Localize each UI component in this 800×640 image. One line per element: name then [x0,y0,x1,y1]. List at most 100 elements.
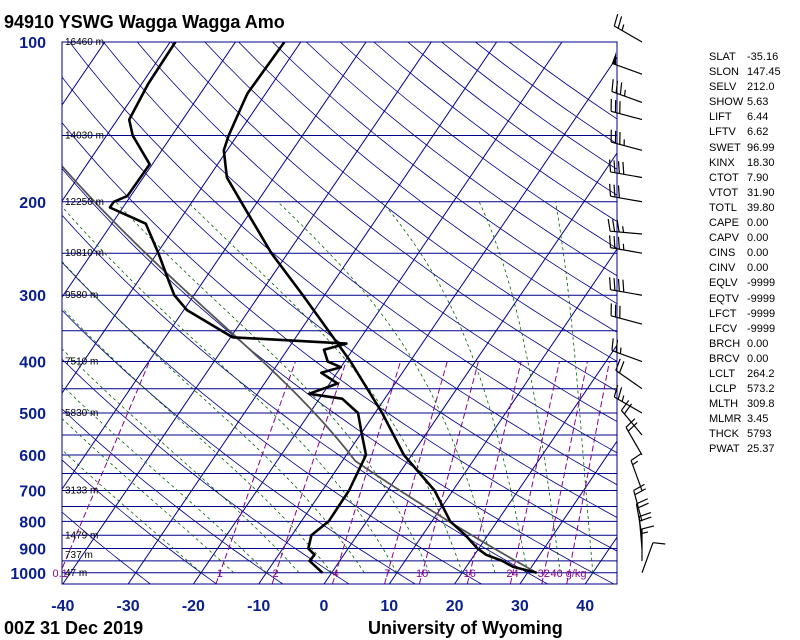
wind-barb-full [616,219,620,233]
wind-barb-full [615,80,619,94]
index-key: TOTL [709,201,737,214]
pressure-label: 400 [19,355,46,372]
wind-barb-half [621,395,625,402]
index-key: SHOW [709,96,744,109]
moist-adiabat [62,206,398,573]
index-value: 0.00 [747,247,769,260]
index-row: LIFT 6.44 [709,110,781,125]
height-label: 12250 m [65,197,104,208]
wind-barb-full [609,235,612,248]
mixing-ratio-label: 40 g/kg [550,568,586,580]
height-label: 7510 m [65,357,98,368]
wind-barb [641,525,655,561]
index-key: SLON [709,66,739,79]
pressure-label: 1000 [10,566,46,583]
moist-adiabat [115,201,430,573]
wind-barb [610,129,643,151]
index-key: LFTV [709,126,736,139]
index-key: LCLT [709,367,736,380]
wind-barb-shaft [611,62,643,75]
index-row: SLON 147.45 [709,65,781,80]
index-row: SHOW 5.63 [709,95,781,110]
index-row: LCLT 264.2 [709,367,781,382]
temperature-label: 40 [576,598,594,615]
moist-adiabat [62,449,202,574]
temperature-label: -20 [182,598,205,615]
isotherm-line [388,248,617,584]
wind-barb-shaft [610,247,643,254]
wind-barb [609,159,643,179]
index-row: MLMR 3.45 [709,412,781,427]
wind-barb-full [619,82,623,95]
index-key: KINX [709,156,735,169]
index-row: LFCV -9999 [709,322,781,337]
wind-barb [620,400,643,436]
wind-barb [613,13,643,43]
footer-source: University of Wyoming [368,618,563,638]
wind-barb-full [613,160,616,173]
wind-barb-full [617,278,620,292]
height-label: 9580 m [65,290,98,301]
wind-barb-pennant [611,51,617,65]
wind-barb-shaft [610,195,643,203]
index-value: 0.00 [747,217,769,230]
moist-adiabat [62,348,300,574]
wind-barbs [607,13,666,573]
index-value: 3.45 [747,413,769,426]
wind-barb-full [613,184,616,198]
index-row: CAPE 0.00 [709,216,781,231]
wind-barb-full [611,79,614,92]
isotherm-line [62,42,171,202]
wind-barb [609,235,643,254]
index-key: MLMR [709,413,742,426]
index-key: BRCV [709,352,740,365]
index-row: KINX 18.30 [709,156,781,171]
height-label: 737 m [65,550,93,561]
index-key: SWET [709,141,741,154]
dry-adiabat [62,168,615,584]
wind-barb [615,358,643,390]
index-value: 5793 [747,428,772,441]
mixing-ratio-label: 24 [506,568,518,580]
index-row: CINV 0.00 [709,261,781,276]
wind-barb-half [624,89,626,97]
index-value: 18.30 [747,156,775,169]
wind-barb-shaft [613,25,643,43]
index-value: -9999 [747,322,776,335]
dry-adiabat [62,309,416,584]
index-row: PWAT 25.37 [709,442,781,457]
wind-barb-full [607,218,611,232]
wind-barb-half [622,226,625,233]
wind-barb [630,453,643,491]
index-value: 96.99 [747,141,775,154]
wind-barb-full [641,525,655,530]
mixing-ratio-label: 2 [273,568,279,580]
index-row: CINS 0.00 [709,246,781,261]
wind-barb-shaft [610,110,643,121]
mixing-ratio-line [384,361,448,584]
index-value: 0.00 [747,352,769,365]
wind-barb-full [611,338,614,351]
mixing-ratio-label: 1 [217,568,223,580]
isotherm-line [62,42,106,106]
index-row: MLTH 309.8 [709,397,781,412]
mixing-ratio-line [62,361,150,570]
wind-barb-shaft [610,230,643,235]
index-value: 0.00 [747,262,769,275]
temperature-label: 10 [380,598,398,615]
index-value: 212.0 [747,81,775,94]
wind-barb [625,418,643,456]
index-key: CINV [709,262,736,275]
wind-barb-full [617,16,623,29]
wind-barb [607,218,643,235]
wind-barb-shaft [613,396,643,414]
moist-adiabat [187,201,463,573]
mixing-ratio-label: 10 [416,568,428,580]
wind-barb-half [641,531,649,535]
wind-barb-shaft [625,426,643,456]
height-label: 1479 m [65,530,98,541]
isotherm-line [0,42,40,584]
dry-adiabat [62,214,548,584]
background-grid [0,42,617,584]
